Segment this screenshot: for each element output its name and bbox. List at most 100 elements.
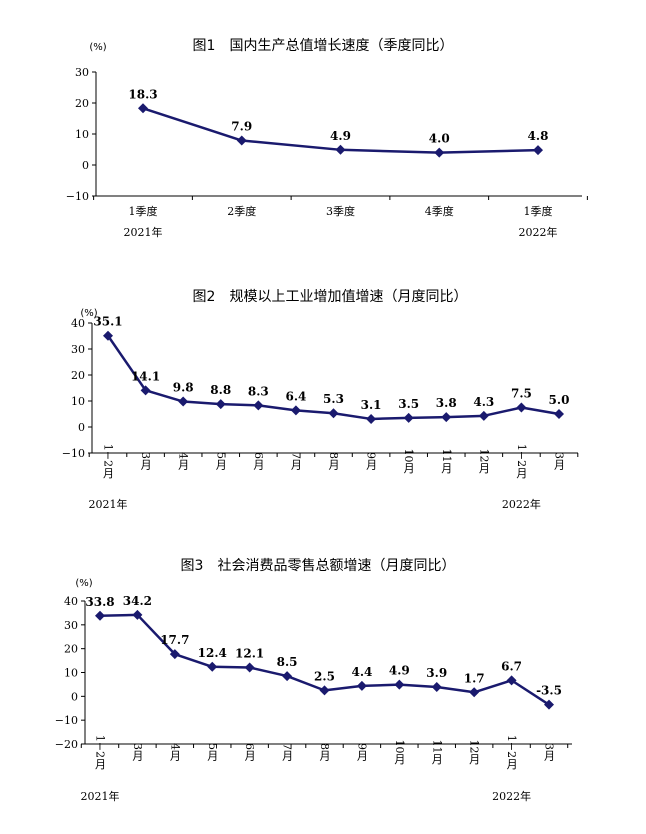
chart-2-x-tick-label: 1−2月 [515, 444, 528, 478]
chart-3-data-label: 8.5 [277, 655, 298, 669]
chart-2-point [441, 412, 452, 423]
chart-2-point [290, 405, 301, 416]
chart-2-point [403, 412, 414, 423]
chart-2-data-label: 14.1 [131, 369, 160, 383]
chart-1-year-label: 2022年 [519, 225, 558, 239]
chart-1-marks: 18.3 7.9 4.9 4.0 4.8 [128, 87, 549, 158]
chart-2-x-tick-label: 4月 [177, 452, 190, 470]
chart-2-x-tick-label: 3月 [139, 452, 152, 470]
chart-3-x-tick-label: 4月 [168, 743, 181, 761]
chart-3-point [431, 682, 442, 693]
chart-3-point [319, 685, 330, 696]
chart-3-x-tick-label: 5月 [206, 743, 219, 761]
chart-2-data-label: 3.5 [398, 397, 419, 411]
chart-2-axes: 40 30 20 10 0 −10 1−2月 3月 4月 5月 6月 7月 8月 9月 10月 11月 12月 1… [62, 317, 579, 511]
chart-1-data-label: 18.3 [128, 87, 157, 101]
chart-3-data-label: 6.7 [501, 659, 522, 673]
chart-1-y-tick-label: 30 [75, 66, 89, 79]
chart-1-x-tick-label: 1季度 [129, 204, 158, 218]
chart-2-year-label: 2021年 [89, 497, 128, 511]
chart-1-point [138, 103, 148, 114]
chart-2-data-label: 8.3 [248, 384, 269, 398]
chart-2-data-label: 9.8 [173, 381, 194, 395]
chart-1-point [236, 135, 247, 146]
chart-2-x-tick-label: 12月 [477, 449, 490, 474]
chart-3-x-tick-label: 3月 [131, 743, 144, 761]
chart-3-data-label: 17.7 [160, 633, 189, 647]
chart-2-data-label: 5.3 [323, 392, 344, 406]
chart-2-x-tick-label: 10月 [402, 449, 415, 474]
chart-3-x-tick-label: 9月 [355, 743, 368, 761]
chart-1-x-tick-label: 3季度 [326, 204, 355, 218]
chart-3-x-tick-label: 11月 [430, 740, 443, 765]
chart-1-point [335, 144, 346, 155]
chart-3-y-tick-label: 0 [71, 690, 78, 703]
chart-3-y-tick-label: 40 [64, 595, 78, 608]
chart-2-point [140, 385, 151, 396]
chart-3-point [132, 609, 143, 620]
chart-2-point [103, 330, 113, 341]
chart-3-y-tick-label: −20 [55, 738, 78, 751]
chart-3-point [544, 699, 554, 710]
chart-2-data-label: 3.8 [436, 396, 457, 410]
chart-1-y-tick-label: 20 [75, 97, 89, 110]
chart-3-x-tick-label: 6月 [243, 743, 256, 761]
chart-2-point [215, 399, 226, 410]
chart-3-point [356, 680, 367, 691]
chart-3-data-label: 3.9 [426, 666, 447, 680]
chart-3-point [506, 675, 517, 686]
chart-2-data-label: 3.1 [361, 398, 382, 412]
chart-1-y-tick-label: −10 [66, 190, 89, 203]
chart-1-x-tick-label: 2季度 [227, 204, 256, 218]
chart-1-unit: (%) [89, 42, 106, 53]
chart-2-x-tick-label: 7月 [289, 452, 302, 470]
chart-2-point [516, 402, 527, 413]
chart-3-year-label: 2022年 [492, 789, 531, 803]
chart-3-data-label: -3.5 [536, 684, 562, 698]
chart-3-y-tick-label: 10 [64, 667, 78, 680]
chart-1-data-label: 4.9 [330, 129, 351, 143]
chart-3-data-label: 34.2 [123, 594, 152, 608]
chart-3-data-label: 1.7 [464, 671, 485, 685]
chart-3-x-tick-label: 8月 [318, 743, 331, 761]
chart-2-marks: 35.1 14.1 9.8 8.8 8.3 6.4 5.3 3.1 3.5 3.8 4.3 7.5 5.… [93, 315, 569, 424]
chart-2-data-label: 6.4 [285, 389, 306, 403]
chart-3-point [169, 649, 180, 660]
chart-1-x-tick-label: 4季度 [425, 204, 454, 218]
chart-3-data-label: 33.8 [85, 595, 114, 609]
chart-2-point [554, 409, 564, 419]
chart-1-point [434, 147, 445, 158]
chart-3-x-tick-label: 10月 [393, 740, 406, 765]
chart-2-data-label: 5.0 [549, 393, 570, 407]
chart-1-axes: 30 20 10 0 −10 1季度 2季度 3季度 4季度 1季度 2021年 2022年 [66, 66, 588, 239]
chart-1: 图1 国内生产总值增长速度（季度同比） (%) 30 20 10 0 −10 1季度 2季度… [66, 38, 588, 239]
chart-3-y-tick-label: 30 [64, 619, 78, 632]
chart-3-x-tick-label: 1−2月 [505, 735, 518, 769]
chart-1-data-label: 4.0 [429, 132, 450, 146]
chart-2-x-tick-label: 11月 [440, 449, 453, 474]
chart-3-point [207, 661, 218, 672]
chart-2-y-tick-label: −10 [62, 447, 85, 460]
chart-2-title: 图2 规模以上工业增加值增速（月度同比） [193, 289, 468, 305]
chart-3-axes: 40 30 20 10 0 −10 −20 1−2月 3月 4月 5月 6月 7月 8月 9月 10月 11月 1… [55, 595, 572, 803]
chart-2-data-label: 4.3 [473, 395, 494, 409]
chart-3-unit: (%) [75, 578, 92, 589]
chart-2-x-tick-label: 8月 [327, 452, 340, 470]
chart-1-y-tick-label: 10 [75, 128, 89, 141]
chart-2: 图2 规模以上工业增加值增速（月度同比） (%) 40 30 20 10 0 −10 1−2… [62, 289, 579, 511]
chart-3-year-label: 2021年 [81, 789, 120, 803]
chart-3-y-tick-label: −10 [55, 714, 78, 727]
chart-2-x-tick-label: 6月 [252, 452, 265, 470]
chart-2-x-tick-label: 5月 [214, 452, 227, 470]
chart-1-data-label: 4.8 [528, 129, 549, 143]
chart-3-data-label: 4.4 [351, 665, 372, 679]
chart-2-data-label: 7.5 [511, 387, 532, 401]
chart-2-y-tick-label: 20 [71, 369, 85, 382]
chart-3-point [95, 610, 105, 621]
chart-2-y-tick-label: 10 [71, 395, 85, 408]
chart-2-x-tick-label: 3月 [553, 452, 566, 470]
chart-3-point [244, 662, 255, 673]
chart-3-y-tick-label: 20 [64, 643, 78, 656]
chart-2-x-tick-label: 9月 [365, 452, 378, 470]
chart-2-y-tick-label: 30 [71, 343, 85, 356]
